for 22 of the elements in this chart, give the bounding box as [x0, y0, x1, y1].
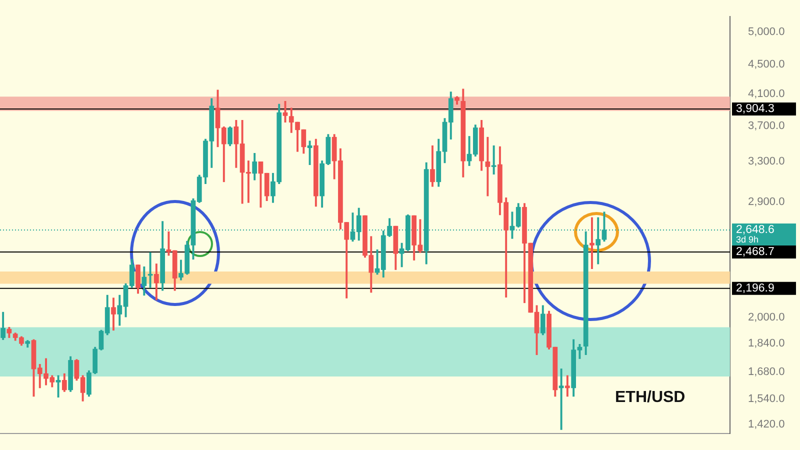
- y-tick-label: 1,420.0: [748, 418, 785, 431]
- y-tick-label: 1,840.0: [748, 338, 785, 350]
- candlestick: [485, 136, 490, 196]
- candlestick: [590, 217, 594, 270]
- candlestick: [307, 140, 312, 165]
- candlestick: [491, 145, 496, 174]
- y-tick-label: 4,500.0: [748, 58, 785, 71]
- candlestick: [56, 375, 61, 398]
- y-tick-label: 3,700.0: [748, 120, 785, 132]
- y-tick-label: 2,900.0: [748, 196, 785, 208]
- ref-line-label: 2,468.7: [736, 246, 774, 258]
- ref-line-label: 2,196.9: [736, 282, 774, 295]
- ref-line-label: 2,648.6: [736, 224, 774, 236]
- text: ETH/USD: [615, 388, 686, 406]
- y-tick-label: 1,680.0: [748, 366, 785, 378]
- y-tick-label: 3,300.0: [748, 155, 785, 168]
- y-tick-label: 4,100.0: [748, 88, 785, 100]
- y-tick-label: 2,000.0: [748, 312, 785, 324]
- text: 3d 9h: [736, 234, 759, 245]
- y-tick-label: 5,000.0: [748, 26, 785, 38]
- ref-line-label: 3,904.3: [736, 103, 774, 116]
- y-tick-label: 1,540.0: [748, 393, 785, 406]
